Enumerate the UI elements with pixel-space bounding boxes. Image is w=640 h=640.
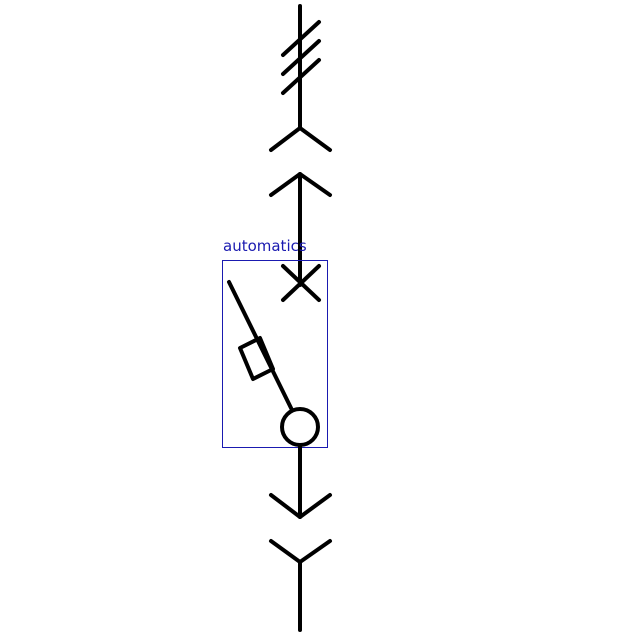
breaker-pivot-circle <box>280 407 320 447</box>
phase-slash-1 <box>281 20 321 57</box>
arrow-connector-icon <box>269 493 332 519</box>
breaker-cross-stroke-2 <box>281 264 321 302</box>
breaker-switch-blade <box>227 280 294 412</box>
fork-connector-icon <box>269 539 332 564</box>
plug-connector-icon <box>269 126 332 152</box>
circuit-breaker-icon <box>227 264 321 447</box>
phase-slash-2 <box>281 39 321 76</box>
three-phase-marker-icon <box>281 20 321 95</box>
phase-slash-3 <box>281 58 321 95</box>
automatics-annotation-label: automatics <box>223 237 307 255</box>
breaker-trip-element <box>238 336 275 381</box>
automatics-annotation-box[interactable] <box>222 260 328 448</box>
